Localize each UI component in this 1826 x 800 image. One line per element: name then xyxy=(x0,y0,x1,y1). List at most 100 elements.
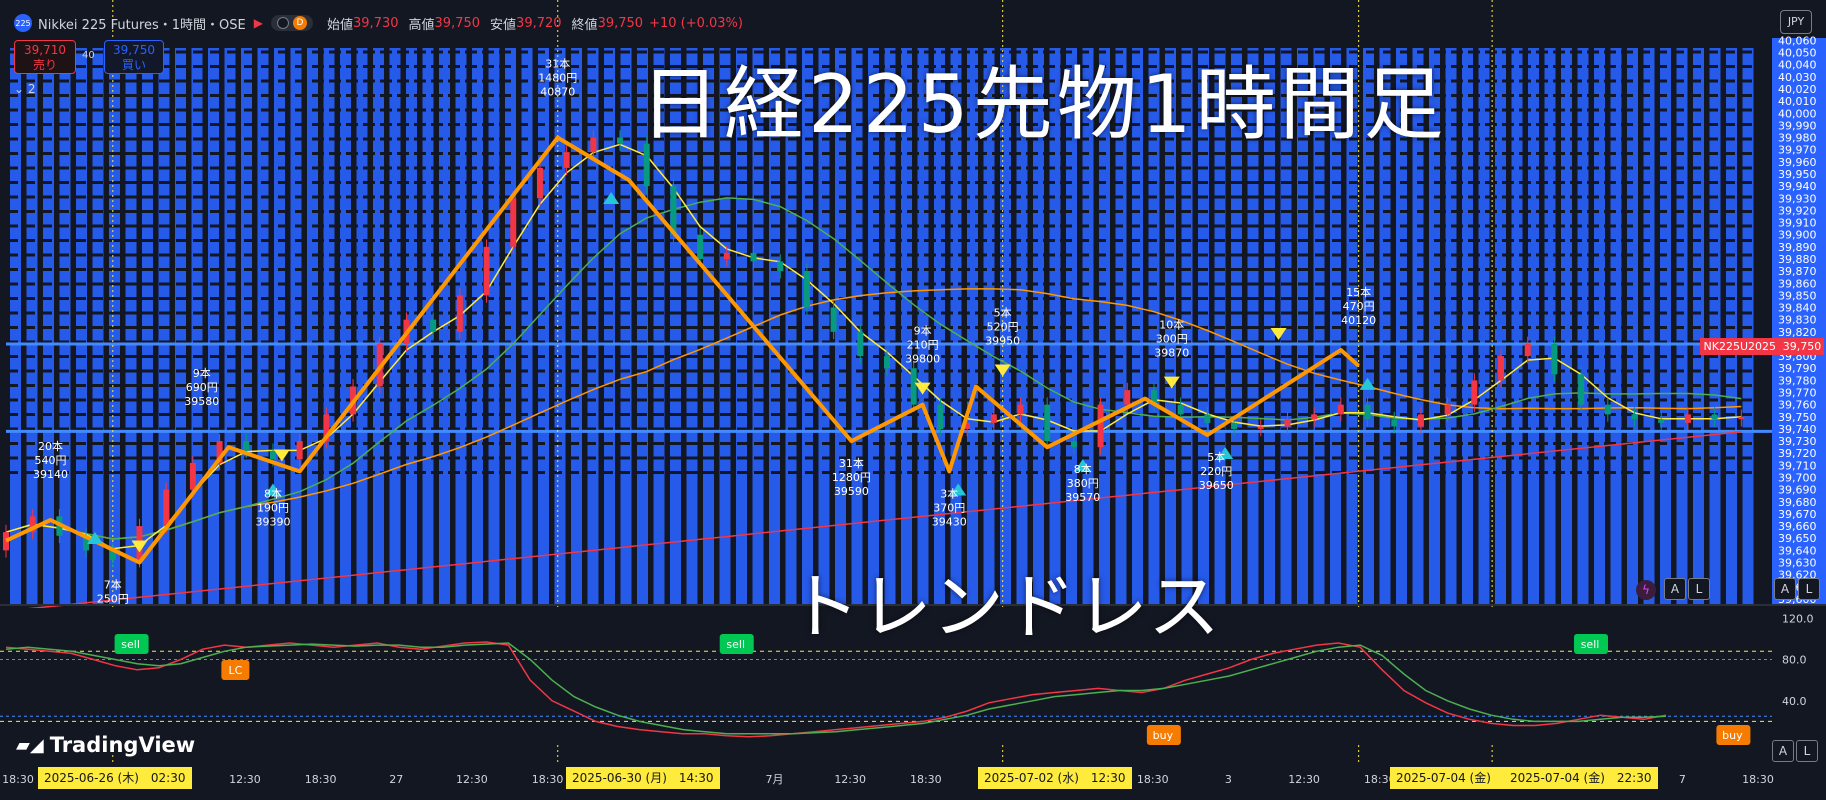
log-scale-button[interactable]: L xyxy=(1688,578,1710,600)
alert-bolt-icon[interactable]: ϟ xyxy=(1636,580,1656,600)
osc-auto-button[interactable]: A xyxy=(1772,740,1794,762)
pivot-label: 1280円 xyxy=(832,471,871,484)
sell-price: 39,710 xyxy=(24,43,66,57)
sell-button[interactable]: 39,710 売り xyxy=(14,40,76,74)
time-axis-tick: 18:30 xyxy=(532,773,564,786)
ma-long-line xyxy=(5,430,1742,612)
price-axis-tick: 39,980 xyxy=(1778,132,1817,145)
candle-body xyxy=(163,489,170,527)
price-axis-tick: 39,700 xyxy=(1778,472,1817,485)
signal-badge xyxy=(221,660,250,680)
candle-body xyxy=(1284,419,1291,427)
signal-label: buy xyxy=(1153,729,1174,742)
sell-triangle-icon xyxy=(273,449,290,462)
pivot-label: 10本 xyxy=(1159,318,1184,332)
pivot-label: 15本 xyxy=(1346,285,1371,299)
price-axis-tick: 39,680 xyxy=(1778,496,1817,509)
price-axis-tick: 39,880 xyxy=(1778,253,1817,266)
pivot-label: 690円 xyxy=(186,381,218,394)
buy-triangle-icon xyxy=(603,192,620,205)
pivot-label: 5本 xyxy=(994,305,1012,319)
candle-body xyxy=(910,368,917,405)
pivot-label: 1480円 xyxy=(538,72,577,85)
price-axis-tick: 39,660 xyxy=(1778,520,1817,533)
candle-body xyxy=(884,356,890,369)
session-pill[interactable]: D xyxy=(271,15,313,31)
volume-band xyxy=(340,48,351,605)
auto-scale-button[interactable]: A xyxy=(1664,578,1686,600)
candle-body xyxy=(750,252,757,262)
signal-label: sell xyxy=(1581,638,1600,651)
candle-body xyxy=(29,516,36,533)
price-axis-tick: 39,970 xyxy=(1778,144,1817,157)
candle-body xyxy=(269,450,276,460)
price-axis-tick: 39,830 xyxy=(1778,314,1817,327)
volume-band xyxy=(439,48,450,605)
candle-body xyxy=(723,252,730,259)
pivot-label: 9本 xyxy=(193,366,211,380)
price-axis-tick: 39,870 xyxy=(1778,265,1817,278)
volume-band xyxy=(1561,48,1572,605)
volume-band xyxy=(1511,48,1523,605)
pivot-label: 39570 xyxy=(1065,491,1100,504)
pivot-label: 190円 xyxy=(257,501,289,514)
candle-body xyxy=(1231,422,1238,429)
candle-body xyxy=(590,137,597,153)
price-axis-tick: 39,840 xyxy=(1778,302,1817,315)
price-axis-tick: 39,790 xyxy=(1778,362,1817,375)
volume-band xyxy=(1544,48,1556,605)
currency-selector[interactable]: JPY xyxy=(1780,10,1812,34)
price-axis-tick: 39,900 xyxy=(1778,229,1817,242)
pivot-label: 8本 xyxy=(1074,462,1092,476)
buy-triangle-icon xyxy=(1074,459,1091,472)
osc-log-button[interactable]: L xyxy=(1796,740,1818,762)
status-dot-icon xyxy=(277,17,289,29)
candle-body xyxy=(536,167,543,199)
flag-icon[interactable]: ▶ xyxy=(253,16,263,30)
buy-price: 39,750 xyxy=(113,43,155,57)
ma-slow-line xyxy=(5,288,1742,540)
price-auto-button[interactable]: A xyxy=(1774,578,1796,600)
candle-body xyxy=(1391,419,1398,427)
candle-body xyxy=(1417,414,1424,427)
tradingview-mark-icon: ▰◢ xyxy=(16,734,44,756)
volume-band xyxy=(1495,48,1506,605)
candle-body xyxy=(243,441,250,451)
symbol-title[interactable]: Nikkei 225 Futures・1時間・OSE xyxy=(38,17,246,33)
price-axis-tick: 39,960 xyxy=(1778,156,1817,169)
price-log-button[interactable]: L xyxy=(1798,578,1820,600)
candle-body xyxy=(1551,343,1558,375)
volume-band xyxy=(1016,48,1028,605)
pivot-label: 31本 xyxy=(839,456,864,470)
candle-body xyxy=(430,319,437,332)
symbol-header: 225 Nikkei 225 Futures・1時間・OSE ▶ D 始値 39,… xyxy=(14,12,749,34)
ma-fast-line xyxy=(5,143,1742,550)
sell-triangle-icon xyxy=(914,382,931,395)
volume-band xyxy=(950,48,962,605)
signal-badge xyxy=(1574,634,1609,654)
buy-triangle-icon xyxy=(950,483,967,496)
price-axis-tick: 39,670 xyxy=(1778,508,1817,521)
time-axis-tick: 12:30 xyxy=(456,773,488,786)
volume-band xyxy=(422,48,434,605)
volume-band xyxy=(983,48,995,605)
price-axis-tick: 40,050 xyxy=(1778,47,1817,60)
price-axis-tick: 39,710 xyxy=(1778,459,1817,472)
price-axis-tick: 40,020 xyxy=(1778,83,1817,96)
pivot-label: 9本 xyxy=(914,324,932,338)
time-axis-tick: 18:30 xyxy=(305,773,337,786)
volume-band xyxy=(1462,48,1473,605)
candle-body xyxy=(1257,426,1264,429)
candle-body xyxy=(483,246,490,296)
indicator-collapse-toggle[interactable]: ⌄ 2 xyxy=(14,82,36,96)
candle-body xyxy=(617,137,624,144)
sell-triangle-icon xyxy=(994,364,1011,377)
candle-body xyxy=(1364,404,1371,420)
oscillator-series-line xyxy=(5,641,1667,738)
candle-body xyxy=(1044,404,1051,442)
candle-body xyxy=(563,152,570,168)
buy-button[interactable]: 39,750 買い xyxy=(104,40,164,74)
candle-body xyxy=(1658,419,1665,423)
candle-body xyxy=(1311,414,1318,420)
